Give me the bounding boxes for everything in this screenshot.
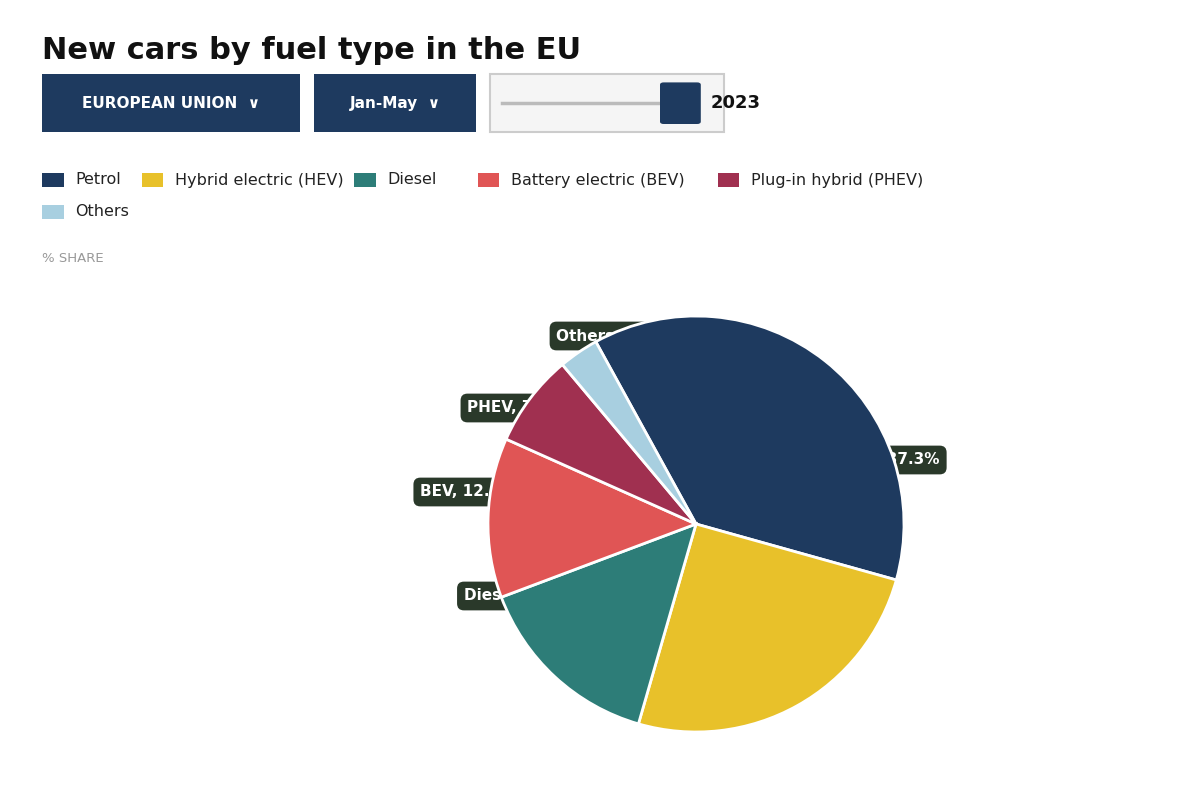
Text: HEV, 25.1%: HEV, 25.1% <box>672 653 768 667</box>
Text: Diesel, 14.8%: Diesel, 14.8% <box>464 589 580 603</box>
Text: BEV, 12.4%: BEV, 12.4% <box>420 485 516 499</box>
Wedge shape <box>595 316 904 580</box>
Text: Plug-in hybrid (PHEV): Plug-in hybrid (PHEV) <box>751 173 924 187</box>
FancyBboxPatch shape <box>354 173 376 187</box>
FancyBboxPatch shape <box>660 82 701 124</box>
FancyBboxPatch shape <box>42 205 64 219</box>
Text: Hybrid electric (HEV): Hybrid electric (HEV) <box>175 173 344 187</box>
Text: New cars by fuel type in the EU: New cars by fuel type in the EU <box>42 36 581 65</box>
Wedge shape <box>506 365 696 524</box>
Text: % SHARE: % SHARE <box>42 252 103 265</box>
Wedge shape <box>488 439 696 597</box>
FancyBboxPatch shape <box>314 74 476 132</box>
Text: Battery electric (BEV): Battery electric (BEV) <box>511 173 685 187</box>
Text: EUROPEAN UNION  ∨: EUROPEAN UNION ∨ <box>82 96 260 110</box>
Text: 2023: 2023 <box>710 94 761 112</box>
FancyBboxPatch shape <box>490 74 724 132</box>
FancyBboxPatch shape <box>142 173 163 187</box>
FancyBboxPatch shape <box>718 173 739 187</box>
Wedge shape <box>563 342 696 524</box>
FancyBboxPatch shape <box>42 74 300 132</box>
Wedge shape <box>502 524 696 724</box>
Text: Jan-May  ∨: Jan-May ∨ <box>350 96 440 110</box>
Text: PHEV, 7.2%: PHEV, 7.2% <box>468 401 564 415</box>
Wedge shape <box>638 524 896 732</box>
FancyBboxPatch shape <box>478 173 499 187</box>
Text: Others: Others <box>76 205 130 219</box>
Text: Petrol: Petrol <box>76 173 121 187</box>
Text: Diesel: Diesel <box>388 173 437 187</box>
Text: Others, 3.1%: Others, 3.1% <box>557 329 667 343</box>
Text: Petrol, 37.3%: Petrol, 37.3% <box>824 453 940 467</box>
FancyBboxPatch shape <box>42 173 64 187</box>
